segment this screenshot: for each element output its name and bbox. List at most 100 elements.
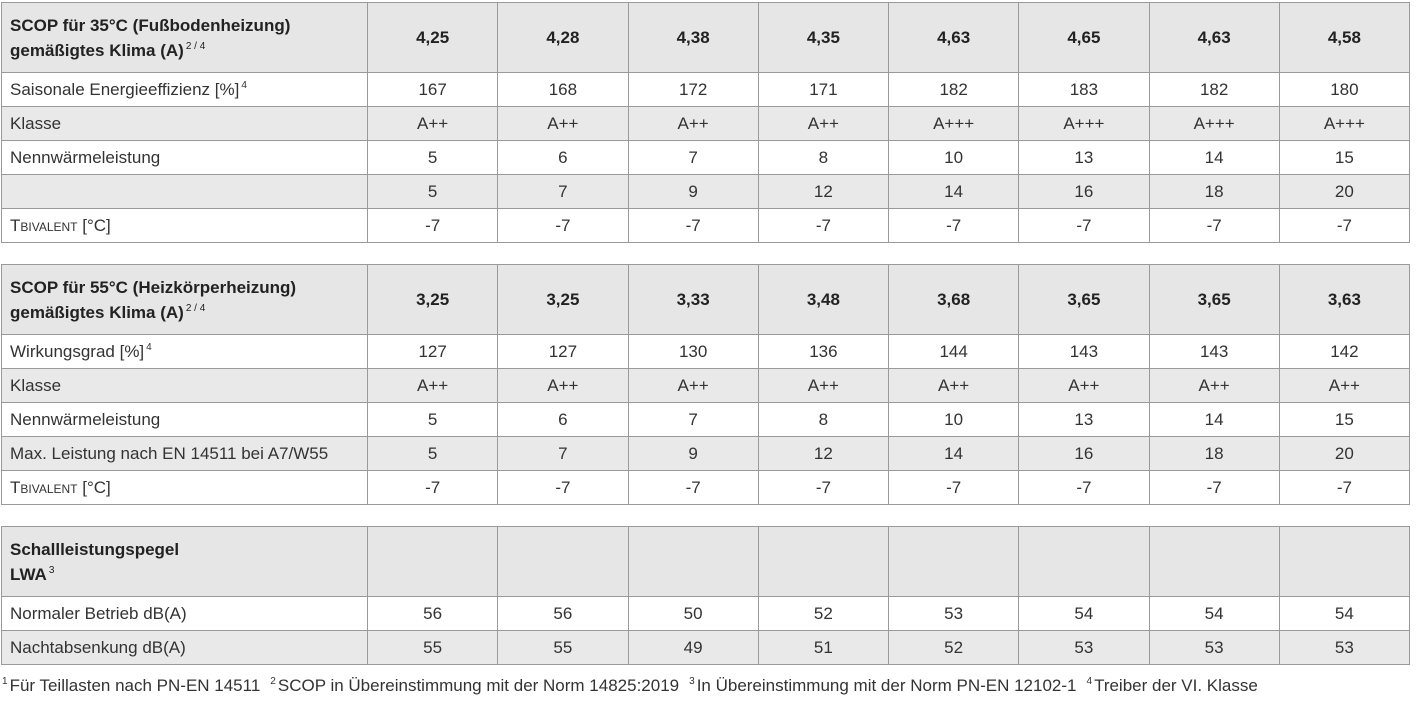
superscript: 2 / 4 [185, 40, 206, 52]
cell: 143 [1148, 334, 1280, 369]
cell-value: 12 [813, 181, 833, 201]
cell-value: 127 [548, 341, 578, 361]
header-value: 4,58 [1327, 27, 1361, 47]
header-cell: 3,33 [627, 264, 759, 335]
header-title-line: SCOP für 35°C (Fußbodenheizung) [10, 15, 291, 35]
cell: 13 [1018, 402, 1150, 437]
table-row: 5 7 9 12 14 16 18 20 [1, 174, 1411, 209]
table-row: Nennwärmeleistung 5 6 7 8 10 13 14 15 [1, 402, 1411, 437]
footnote: 4 Treiber der VI. Klasse [1087, 676, 1258, 695]
footnote-text: Treiber der VI. Klasse [1094, 676, 1258, 695]
row-label-text: Tbivalent [°C] [10, 477, 111, 497]
cell: 53 [1148, 630, 1280, 665]
cell: -7 [887, 470, 1020, 505]
cell-value: 13 [1074, 409, 1094, 429]
cell-value: 14 [1204, 409, 1224, 429]
footnote-number: 1 [2, 676, 8, 687]
footnote: 1 Für Teillasten nach PN-EN 14511 [2, 676, 260, 695]
cell: A+++ [1148, 106, 1280, 141]
cell-value: -7 [1206, 215, 1222, 235]
header-cell: 3,65 [1018, 264, 1150, 335]
header-cell: 4,65 [1018, 2, 1150, 73]
cell: 12 [757, 436, 890, 471]
cell: 6 [497, 140, 629, 175]
cell-value: 5 [427, 147, 438, 167]
cell: 180 [1278, 72, 1411, 107]
cell-value: 10 [944, 409, 964, 429]
cell: 54 [1278, 596, 1411, 631]
row-label: Tbivalent [°C] [1, 470, 368, 505]
cell: 55 [366, 630, 499, 665]
cell-value: 18 [1204, 181, 1224, 201]
cell-value: 14 [1204, 147, 1224, 167]
cell: 16 [1018, 436, 1150, 471]
cell: 8 [757, 140, 890, 175]
row-label: Nennwärmeleistung [1, 140, 368, 175]
cell-value: 5 [427, 181, 438, 201]
row-label-text: Klasse [10, 113, 62, 133]
cell: -7 [757, 470, 890, 505]
cell-value: 7 [688, 409, 698, 429]
header-cell [887, 526, 1020, 597]
cell-value: 143 [1199, 341, 1229, 361]
cell-value: A+++ [1323, 113, 1365, 133]
cell-value: 55 [423, 637, 443, 657]
cell: 20 [1278, 174, 1411, 209]
cell: 182 [887, 72, 1020, 107]
cell: -7 [887, 208, 1020, 243]
row-label: Nachtabsenkung dB(A) [1, 630, 368, 665]
row-label: Normaler Betrieb dB(A) [1, 596, 368, 631]
cell-value: A+++ [1193, 113, 1235, 133]
cell-value: 167 [418, 79, 447, 99]
row-label-text: Wirkungsgrad [%] [10, 341, 145, 361]
cell: -7 [1278, 208, 1411, 243]
cell-value: 51 [813, 637, 833, 657]
cell-value: A++ [1328, 375, 1360, 395]
cell-value: 7 [558, 181, 568, 201]
cell-value: A++ [938, 375, 970, 395]
footnote: 3 In Übereinstimmung mit der Norm PN-EN 1… [689, 676, 1076, 695]
cell-value: A++ [547, 375, 579, 395]
row-label: Klasse [1, 368, 368, 403]
header-value: 4,38 [676, 27, 710, 47]
header-value: 4,63 [1197, 27, 1231, 47]
cell-value: 10 [944, 147, 964, 167]
row-label-text: Max. Leistung nach EN 14511 bei A7/W55 [10, 443, 329, 463]
header-value: 4,35 [806, 27, 840, 47]
footnote: 2 SCOP in Übereinstimmung mit der Norm 14… [270, 676, 679, 695]
cell-value: 56 [423, 603, 443, 623]
table-row: Wirkungsgrad [%] 4 127 127 130 136 144 143 143 14… [1, 334, 1411, 369]
cell-value: 20 [1334, 443, 1354, 463]
cell-value: 52 [944, 637, 964, 657]
cell-value: 5 [427, 443, 438, 463]
cell: 53 [1278, 630, 1411, 665]
cell-value: A++ [417, 113, 449, 133]
cell-value: 172 [678, 79, 708, 99]
cell: 127 [366, 334, 499, 369]
cell-value: -7 [685, 215, 701, 235]
header-cell: 3,25 [366, 264, 499, 335]
cell-value: 13 [1074, 147, 1094, 167]
cell-value: 182 [939, 79, 968, 99]
cell-value: 130 [678, 341, 708, 361]
cell-value: -7 [946, 477, 962, 497]
cell: -7 [366, 470, 499, 505]
cell: -7 [497, 208, 629, 243]
cell-value: 53 [1204, 637, 1224, 657]
header-cell [366, 526, 499, 597]
cell-value: 56 [553, 603, 573, 623]
header-value: 3,65 [1197, 289, 1231, 309]
cell: 9 [627, 436, 759, 471]
header-value: 3,48 [806, 289, 840, 309]
header-value: 4,63 [937, 27, 971, 47]
cell: 10 [887, 402, 1020, 437]
cell: 14 [887, 174, 1020, 209]
header-cell: 4,25 [366, 2, 499, 73]
header-cell: 4,63 [887, 2, 1020, 73]
row-label: Nennwärmeleistung [1, 402, 368, 437]
cell: 15 [1278, 140, 1411, 175]
cell: 14 [887, 436, 1020, 471]
cell-value: 7 [688, 147, 698, 167]
cell: 143 [1018, 334, 1150, 369]
cell-value: 54 [1334, 603, 1354, 623]
